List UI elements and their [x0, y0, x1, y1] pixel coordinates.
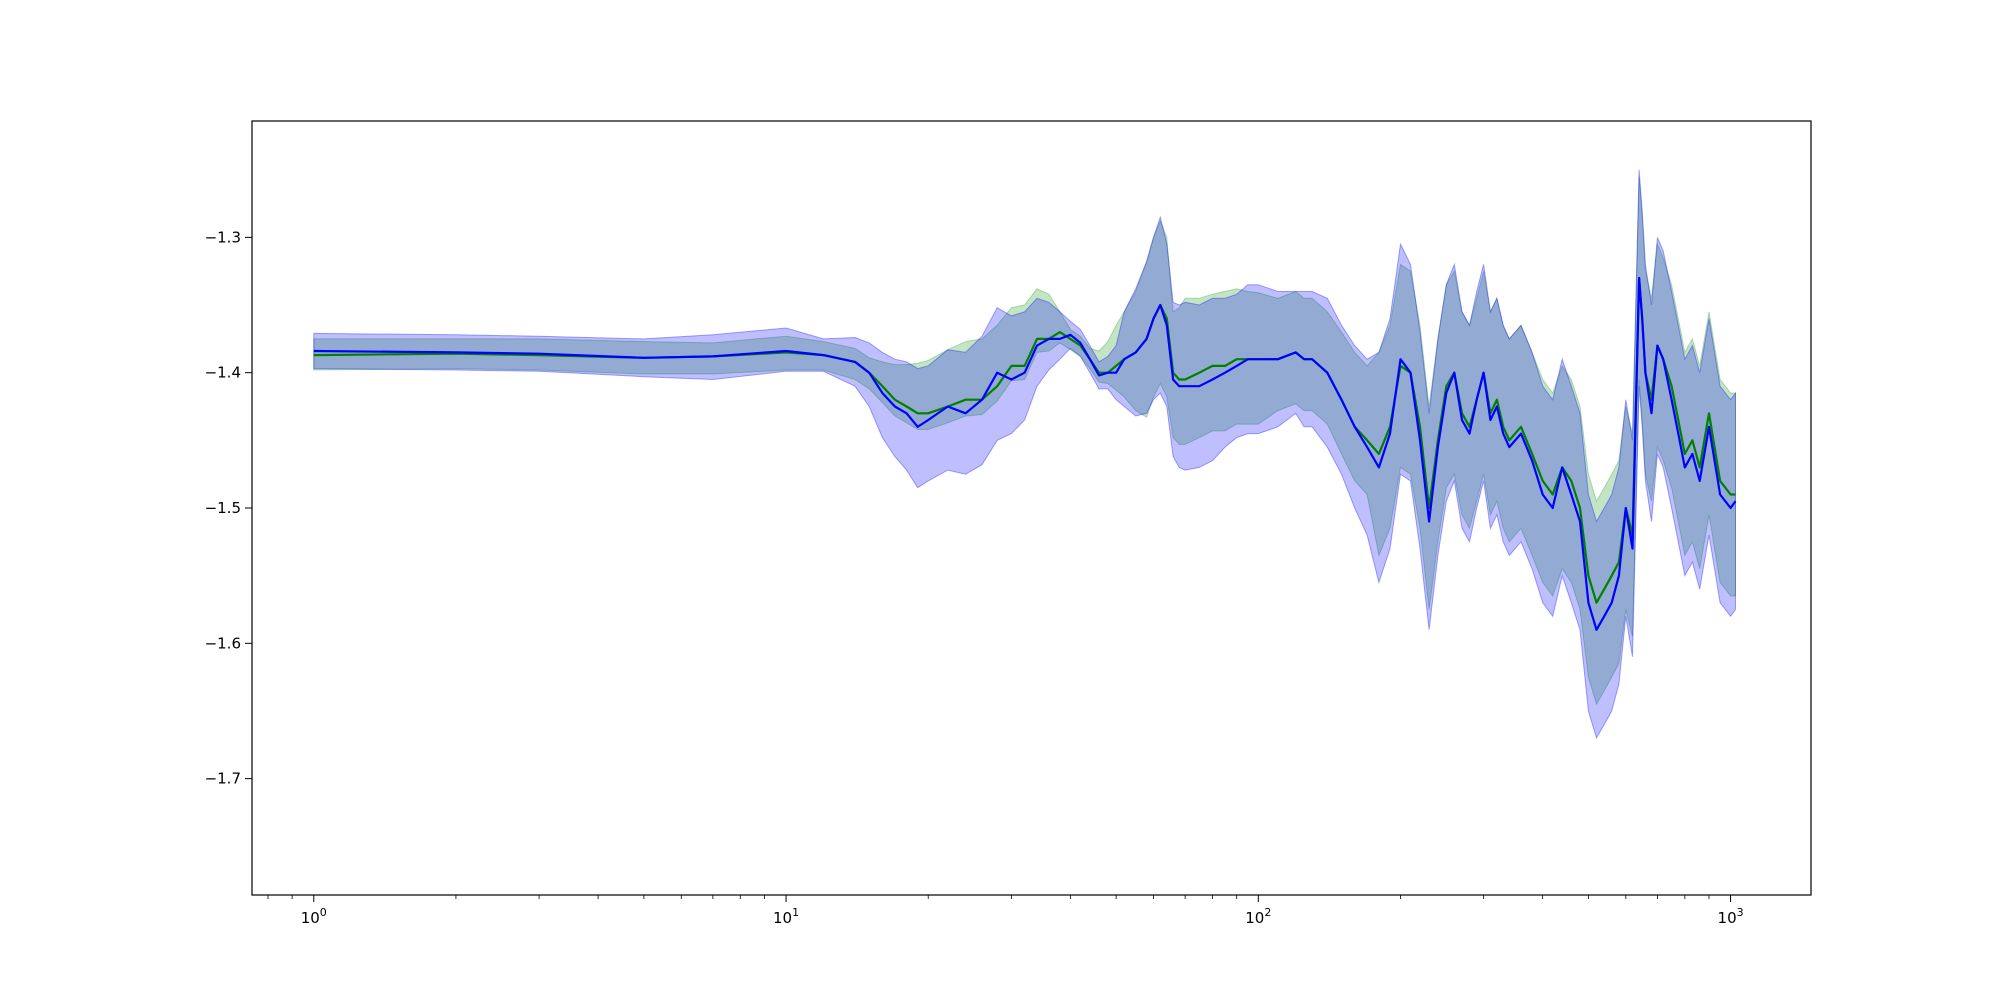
confidence-band-2 [313, 169, 1736, 740]
series-lines [313, 276, 1737, 631]
confidence-bands [313, 169, 1736, 740]
x-tick-label: 102 [1245, 906, 1271, 927]
y-tick-label: −1.5 [205, 499, 241, 517]
confidence-band-1 [313, 176, 1736, 706]
x-tick-label: 103 [1718, 906, 1744, 927]
y-tick-label: −1.3 [205, 228, 241, 246]
x-tick-label: 101 [773, 906, 799, 927]
y-tick-label: −1.6 [205, 634, 241, 652]
x-axis: 100 101 102 103 [267, 895, 1744, 927]
series-line-2 [313, 276, 1737, 631]
x-tick-label: 100 [301, 906, 327, 927]
y-tick-label: −1.4 [205, 364, 241, 382]
y-axis: −1.3 −1.4 −1.5 −1.6 −1.7 [205, 228, 252, 788]
y-tick-label: −1.7 [205, 770, 241, 788]
